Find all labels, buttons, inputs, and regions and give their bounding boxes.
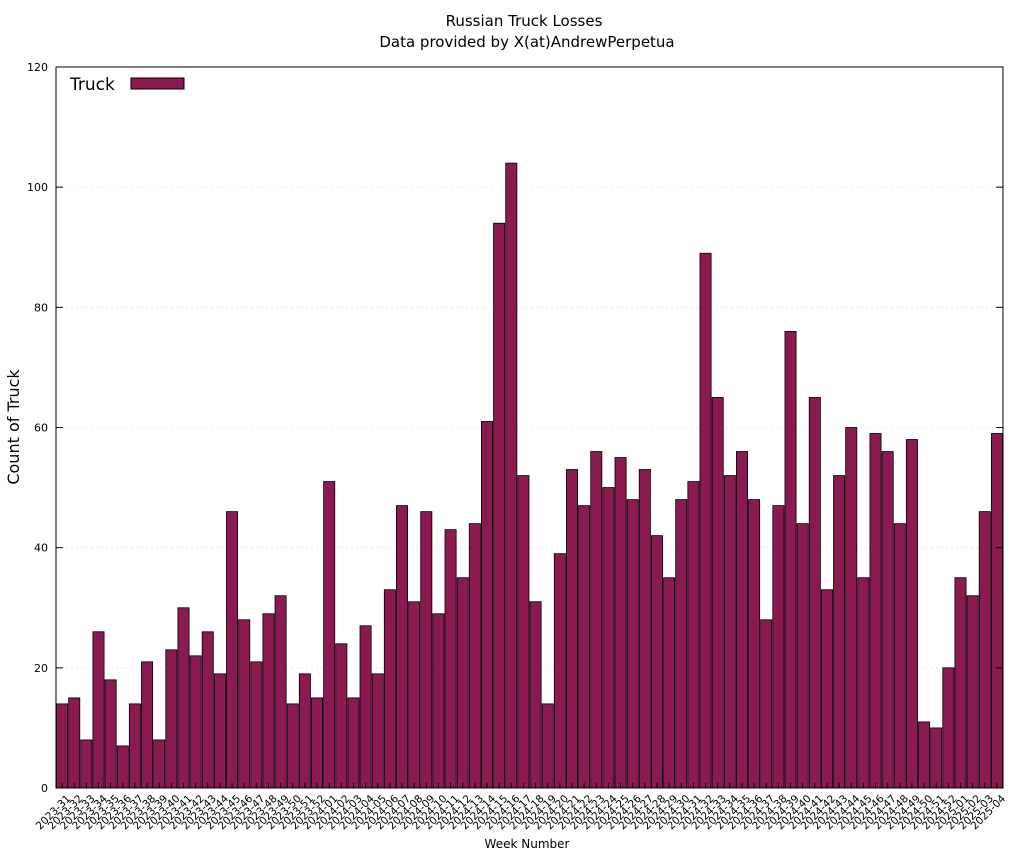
bar-2024-28: [651, 535, 663, 789]
bar-2024-25: [614, 457, 627, 789]
bar-2024-13: [468, 523, 481, 789]
bar-2024-06: [383, 589, 396, 789]
bar-2023-52: [311, 697, 324, 789]
bar-2024-07: [396, 505, 408, 789]
bar-2023-31: [56, 703, 69, 789]
bar-2025-02: [966, 595, 979, 789]
bar-2024-12: [456, 577, 469, 789]
bar-2024-40: [796, 523, 809, 789]
bar-2023-39: [153, 739, 166, 789]
y-axis-label: Count of Truck: [4, 369, 23, 485]
bar-2024-19: [541, 703, 554, 789]
bar-2024-04: [359, 625, 372, 789]
bar-2024-45: [857, 577, 870, 789]
bar-2024-01: [323, 481, 336, 789]
bar-2024-11: [444, 529, 457, 789]
bar-2023-48: [262, 613, 275, 789]
y-tick-label: 40: [34, 542, 48, 555]
bar-2024-36: [748, 499, 761, 789]
y-tick-label: 100: [27, 181, 48, 194]
bar-2025-03: [978, 511, 991, 789]
bar-2023-43: [201, 631, 214, 789]
bars: [56, 162, 1003, 789]
bar-2024-43: [833, 475, 846, 789]
bar-2024-44: [845, 427, 858, 789]
bar-2023-35: [104, 679, 117, 789]
y-axis-ticks: 0 20 40 60 80 100 120: [27, 61, 1003, 795]
bar-2025-04: [990, 433, 1003, 789]
bar-2023-41: [177, 607, 190, 789]
bar-2024-14: [481, 421, 493, 789]
bar-2024-30: [675, 499, 688, 789]
bar-2023-36: [116, 745, 129, 789]
bar-2024-52: [942, 667, 955, 789]
bar-2024-42: [820, 589, 833, 789]
bar-2023-38: [141, 661, 154, 789]
x-axis-ticks: 2023-312023-322023-332023-342023-352023-…: [34, 783, 1008, 832]
legend-swatch: [130, 77, 185, 90]
bar-2024-20: [553, 553, 566, 789]
bar-2024-32: [699, 252, 712, 789]
bar-2024-17: [517, 475, 530, 789]
bar-2023-49: [274, 595, 287, 789]
bar-2024-03: [347, 697, 360, 789]
bar-2024-48: [893, 523, 906, 789]
bar-2024-10: [432, 613, 445, 789]
bar-2023-44: [213, 673, 226, 789]
bar-2024-46: [869, 433, 882, 789]
bar-2024-21: [566, 469, 578, 789]
bar-2025-01: [954, 577, 967, 789]
bar-2024-08: [408, 601, 421, 789]
bar-2024-22: [578, 505, 591, 789]
bar-2023-37: [128, 703, 141, 789]
bar-2023-33: [80, 739, 93, 789]
bar-2024-37: [760, 619, 773, 789]
bar-2023-40: [165, 649, 178, 789]
y-tick-label: 20: [34, 662, 48, 675]
bar-2024-38: [772, 505, 785, 789]
bar-2024-09: [420, 511, 433, 789]
bar-2024-49: [905, 439, 918, 789]
bar-2023-34: [92, 631, 105, 789]
bar-2024-02: [335, 643, 348, 789]
bar-2024-05: [371, 673, 384, 789]
y-tick-label: 60: [34, 422, 48, 435]
bar-2024-39: [784, 330, 797, 789]
bar-2024-18: [529, 601, 542, 789]
bar-2024-51: [930, 727, 943, 789]
bar-2024-27: [638, 469, 651, 789]
bar-2023-42: [189, 655, 202, 789]
bar-2023-32: [68, 697, 81, 789]
bar-2024-15: [493, 222, 506, 789]
bar-2023-47: [250, 661, 263, 789]
bar-2024-50: [918, 721, 931, 789]
y-tick-label: 80: [34, 301, 48, 314]
legend-label: Truck: [69, 75, 115, 95]
bar-2024-23: [590, 451, 603, 789]
bar-2024-33: [711, 397, 724, 789]
bar-2024-34: [723, 475, 736, 789]
bar-2023-46: [238, 619, 251, 789]
bar-2024-31: [687, 481, 700, 789]
bar-2023-50: [286, 703, 299, 789]
chart-subtitle: Data provided by X(at)AndrewPerpetua: [379, 33, 674, 51]
bar-2024-26: [626, 499, 639, 789]
bar-2024-41: [808, 397, 821, 789]
bar-2023-51: [298, 673, 311, 789]
plot-frame: [55, 66, 1004, 789]
y-tick-label: 120: [27, 61, 48, 74]
bar-2024-24: [602, 487, 615, 789]
legend: Truck: [69, 75, 185, 95]
bar-2024-47: [881, 451, 894, 789]
y-tick-label: 0: [41, 782, 48, 795]
x-axis-label: Week Number: [485, 837, 570, 851]
bar-2024-35: [735, 451, 748, 789]
bar-2024-29: [663, 577, 676, 789]
bar-2024-16: [505, 162, 518, 789]
chart-title: Russian Truck Losses: [446, 12, 603, 30]
bar-2023-45: [226, 511, 239, 789]
